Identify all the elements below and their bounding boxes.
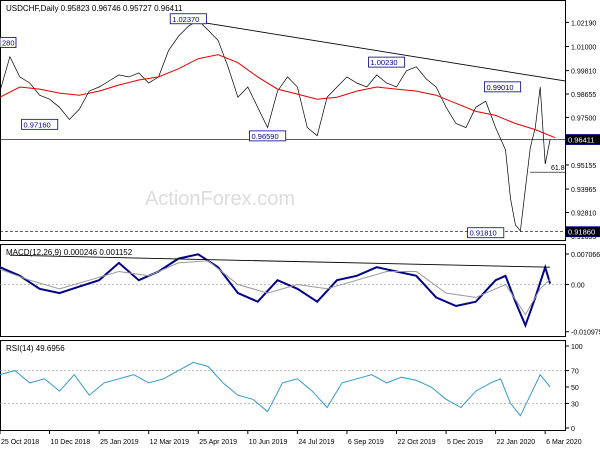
y-tick-label: 0.95155 bbox=[571, 163, 596, 170]
y-tick-label: 0.00 bbox=[571, 282, 585, 289]
series-ma-line bbox=[0, 54, 556, 139]
y-tick-label: 0.007066 bbox=[571, 252, 600, 259]
price-label: 0.96590 bbox=[252, 132, 279, 141]
fib-level-label: 61.8 bbox=[551, 165, 565, 172]
x-axis: 25 Oct 2018 10 Dec 2018 25 Jan 2019 12 Mar … bbox=[0, 430, 582, 446]
y-tick-label: 1.01000 bbox=[571, 45, 596, 52]
rsi-panel-frame bbox=[0, 340, 566, 431]
price-label: 0.97160 bbox=[24, 120, 51, 129]
watermark: ActionForex.com bbox=[145, 188, 295, 210]
rsi-panel: 100 70 50 30 0 bbox=[0, 344, 583, 433]
price-label: 0.96411 bbox=[568, 136, 595, 145]
x-tick-label: 6 Sep 2019 bbox=[348, 439, 384, 446]
x-tick-label: 25 Oct 2018 bbox=[1, 439, 39, 446]
y-tick-label: 0.97500 bbox=[571, 115, 596, 122]
x-tick-label: 22 Oct 2019 bbox=[397, 439, 435, 446]
price-label-box bbox=[21, 118, 59, 130]
series-usdchf-line bbox=[0, 19, 551, 232]
price-label: 1.02370 bbox=[172, 15, 199, 24]
watermark-text: ActionForex.com bbox=[145, 188, 295, 210]
x-tick-label: 5 Dec 2019 bbox=[447, 439, 483, 446]
y-tick-label: 0 bbox=[571, 426, 575, 433]
series-signal-line bbox=[0, 260, 551, 316]
price-panel: 1.021901.010000.998100.986550.975000.963… bbox=[0, 13, 600, 241]
price-label-box bbox=[368, 56, 406, 68]
x-tick-label: 22 Jan 2020 bbox=[497, 439, 536, 446]
y-tick-label: 30 bbox=[571, 401, 579, 408]
macd-title: MACD(12,26,9) 0.000246 0.001152 bbox=[6, 248, 133, 257]
y-tick-label: 0.98655 bbox=[571, 92, 596, 99]
rsi-title: RSI(14) 49.6956 bbox=[6, 344, 65, 353]
x-tick-label: 6 Mar 2020 bbox=[546, 439, 582, 446]
price-label: 280 bbox=[2, 38, 15, 47]
price-label-box bbox=[249, 130, 287, 142]
y-tick-label: 1.02190 bbox=[571, 20, 596, 27]
series-macd-line bbox=[0, 253, 552, 329]
y-tick-label: 50 bbox=[571, 385, 579, 392]
y-tick-label: 0.92810 bbox=[571, 210, 596, 217]
x-tick-label: 25 Jan 2019 bbox=[100, 439, 139, 446]
y-tick-label: 0.93965 bbox=[571, 187, 596, 194]
price-panel-frame bbox=[0, 0, 566, 241]
x-tick-label: 24 Jul 2019 bbox=[298, 439, 334, 446]
y-tick-label: 0.91655 bbox=[571, 234, 596, 241]
trendline bbox=[188, 19, 566, 82]
series-rsi-line bbox=[0, 361, 551, 417]
price-label: 1.00230 bbox=[370, 58, 397, 67]
price-label-box bbox=[484, 81, 522, 93]
price-label: 0.91860 bbox=[568, 228, 595, 237]
y-tick-label: -0.010975 bbox=[571, 330, 600, 337]
trendline bbox=[9, 254, 551, 268]
y-tick-label: 0.99810 bbox=[571, 69, 596, 76]
price-label: 0.99010 bbox=[486, 83, 513, 92]
x-tick-label: 25 Apr 2019 bbox=[199, 439, 237, 446]
y-tick-label: 100 bbox=[571, 344, 583, 351]
price-label: 0.91810 bbox=[470, 229, 497, 238]
price-label-box bbox=[467, 227, 505, 239]
macd-panel-frame bbox=[0, 244, 566, 337]
x-tick-label: 12 Mar 2019 bbox=[150, 439, 189, 446]
price-label-box bbox=[0, 37, 17, 48]
x-tick-label: 10 Dec 2018 bbox=[51, 439, 91, 446]
x-tick-label: 10 Jun 2019 bbox=[249, 439, 288, 446]
price-label-box bbox=[565, 226, 600, 238]
symbol-header: USDCHF,Daily 0.95823 0.96746 0.95727 0.9… bbox=[6, 4, 183, 13]
macd-panel: 0.007066 0.00 -0.010975 bbox=[0, 252, 600, 337]
y-tick-label: 70 bbox=[571, 369, 579, 376]
price-label-box bbox=[169, 13, 207, 25]
price-label-box bbox=[565, 134, 600, 145]
